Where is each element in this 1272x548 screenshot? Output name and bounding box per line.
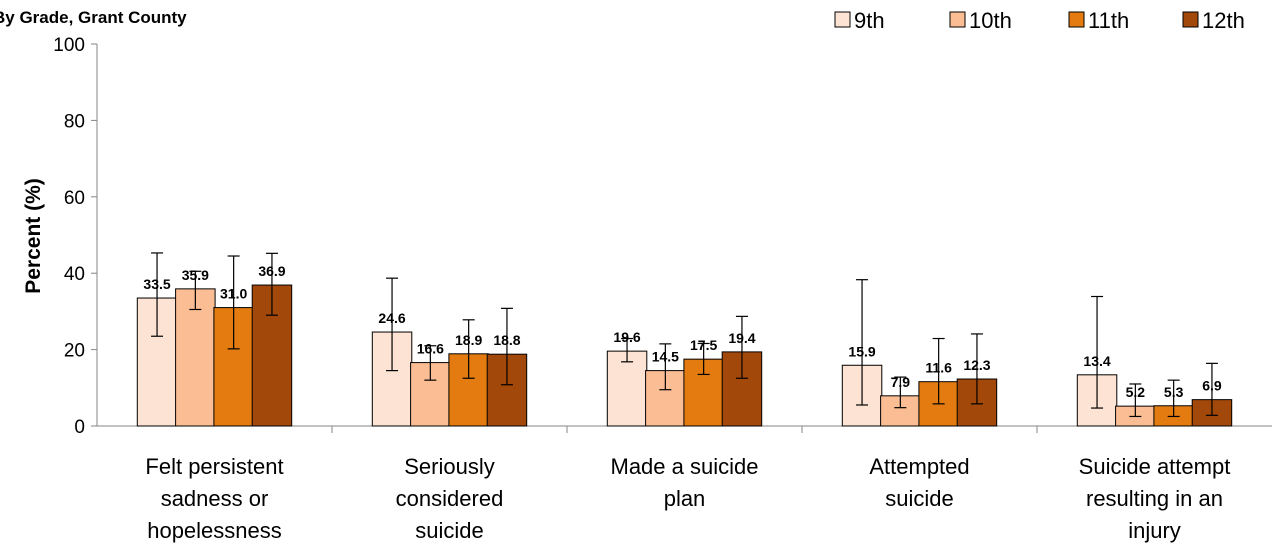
legend-label-12th: 12th: [1202, 8, 1245, 33]
legend-label-10th: 10th: [969, 8, 1012, 33]
data-label: 11.6: [925, 360, 952, 376]
data-label: 17.5: [690, 337, 717, 353]
legend-swatch-9th: [834, 11, 851, 28]
category-label: Felt persistent: [145, 454, 283, 479]
data-label: 35.9: [182, 267, 209, 283]
data-label: 6.9: [1202, 378, 1222, 394]
data-label: 24.6: [378, 310, 405, 326]
category-label: Suicide attempt: [1079, 454, 1231, 479]
category-labels: Felt persistent sadness or hopelessness Ser…: [145, 454, 1230, 543]
data-label: 18.9: [455, 332, 482, 348]
y-tick-label: 20: [64, 341, 85, 362]
axes: 0 20 40 60 80 100: [53, 35, 1272, 438]
data-label: 14.5: [652, 349, 679, 365]
y-tick-label: 0: [74, 417, 85, 438]
chart-title: By Grade, Grant County: [0, 8, 187, 27]
data-label: 16.6: [417, 341, 444, 357]
y-axis-label: Percent (%): [22, 178, 45, 294]
category-label: considered: [396, 486, 504, 511]
data-label: 31.0: [220, 286, 247, 302]
legend-swatch-10th: [949, 11, 966, 28]
error-bars: [151, 252, 1218, 418]
y-tick-label: 60: [64, 188, 85, 209]
legend-label-11th: 11th: [1088, 8, 1129, 33]
category-label: suicide: [885, 486, 953, 511]
y-tick-label: 100: [53, 35, 85, 56]
bar-9th-2: [606, 350, 648, 427]
data-labels: 33.5 35.9 31.0 36.9 24.6 16.6 18.9 18.8 19.6 14.5…: [143, 263, 1221, 400]
data-label: 5.3: [1164, 384, 1184, 400]
data-label: 5.2: [1126, 384, 1146, 400]
data-label: 33.5: [143, 276, 170, 292]
category-label: injury: [1128, 518, 1181, 543]
category-label: plan: [664, 486, 706, 511]
category-label: resulting in an: [1086, 486, 1223, 511]
y-tick-label: 80: [64, 111, 85, 132]
legend-label-9th: 9th: [854, 8, 885, 33]
data-label: 36.9: [258, 263, 285, 279]
category-label: sadness or: [161, 486, 269, 511]
category-label: hopelessness: [147, 518, 282, 543]
data-label: 12.3: [963, 357, 990, 373]
category-label: Made a suicide: [611, 454, 759, 479]
category-label: Seriously: [404, 454, 494, 479]
y-tick-label: 40: [64, 264, 85, 285]
legend: 9th 10th 11th 12th: [834, 8, 1245, 33]
bars: [136, 284, 1233, 427]
data-label: 19.4: [728, 330, 755, 346]
data-label: 13.4: [1083, 353, 1110, 369]
legend-swatch-11th: [1068, 11, 1085, 28]
legend-swatch-12th: [1182, 11, 1199, 28]
data-label: 18.8: [493, 332, 520, 348]
category-label: suicide: [415, 518, 483, 543]
data-label: 15.9: [848, 343, 875, 359]
data-label: 7.9: [891, 374, 911, 390]
category-label: Attempted: [869, 454, 969, 479]
data-label: 19.6: [613, 329, 640, 345]
